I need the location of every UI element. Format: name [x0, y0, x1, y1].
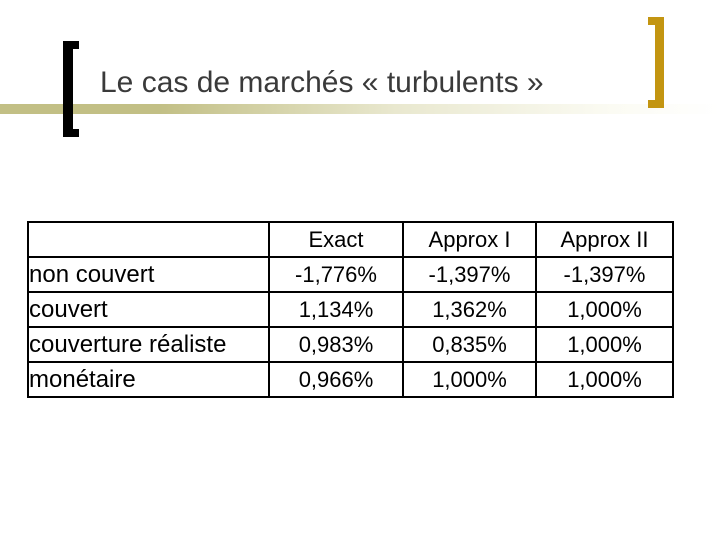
right-bracket-icon — [648, 17, 664, 108]
table-cell: 1,134% — [268, 291, 404, 328]
table-row: couvert 1,134% 1,362% 1,000% — [27, 291, 674, 328]
table-cell: 0,966% — [268, 361, 404, 398]
column-header-approx1: Approx I — [402, 221, 537, 258]
table-row: couverture réaliste 0,983% 0,835% 1,000% — [27, 326, 674, 363]
table-cell: -1,776% — [268, 256, 404, 293]
column-header-empty — [27, 221, 270, 258]
left-bracket-icon — [63, 41, 79, 137]
table-cell: 1,362% — [402, 291, 537, 328]
table-cell: 0,983% — [268, 326, 404, 363]
table-cell: 0,835% — [402, 326, 537, 363]
results-table: Exact Approx I Approx II non couvert -1,… — [27, 221, 674, 398]
accent-divider-band — [0, 104, 720, 114]
table-cell: 1,000% — [535, 326, 674, 363]
table-header-row: Exact Approx I Approx II — [27, 221, 674, 258]
column-header-approx2: Approx II — [535, 221, 674, 258]
table-row: non couvert -1,776% -1,397% -1,397% — [27, 256, 674, 293]
table-row: monétaire 0,966% 1,000% 1,000% — [27, 361, 674, 398]
column-header-exact: Exact — [268, 221, 404, 258]
table-cell: 1,000% — [535, 291, 674, 328]
row-label: couvert — [27, 291, 270, 328]
table-cell: 1,000% — [535, 361, 674, 398]
row-label: couverture réaliste — [27, 326, 270, 363]
row-label: non couvert — [27, 256, 270, 293]
table-cell: -1,397% — [535, 256, 674, 293]
table-cell: 1,000% — [402, 361, 537, 398]
row-label: monétaire — [27, 361, 270, 398]
table-cell: -1,397% — [402, 256, 537, 293]
slide-title: Le cas de marchés « turbulents » — [100, 66, 544, 99]
